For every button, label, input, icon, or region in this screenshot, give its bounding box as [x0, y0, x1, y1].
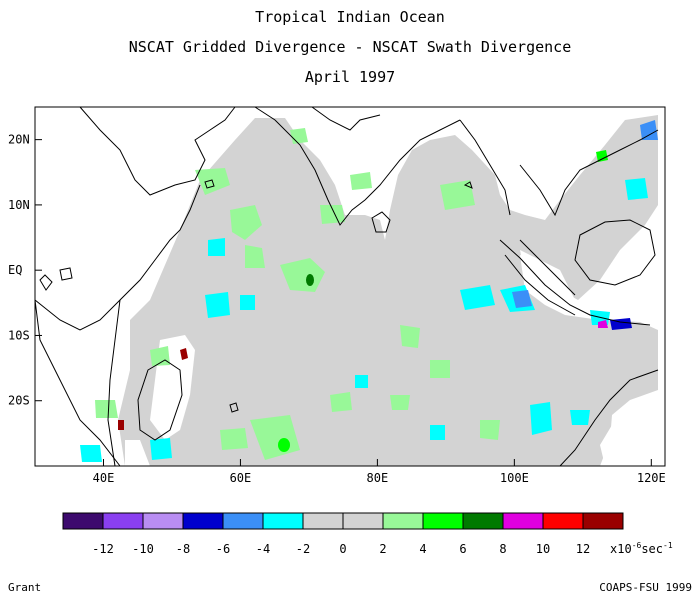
map-axes: 20N 10N EQ 10S 20S 40E 60E 80E 100E 120E [8, 133, 666, 485]
map-title: Tropical Indian Ocean [255, 8, 445, 26]
colorbar-swatch [102, 512, 144, 530]
colorbar-tick-label: -6 [216, 542, 230, 556]
colorbar-tick-label: -2 [296, 542, 310, 556]
lat-label: 10N [8, 198, 30, 212]
colorbar-swatch [142, 512, 184, 530]
map-subtitle: NSCAT Gridded Divergence - NSCAT Swath D… [128, 38, 572, 56]
lon-label: 120E [637, 471, 666, 485]
anomaly-patches [80, 120, 658, 462]
colorbar-swatch [222, 512, 264, 530]
colorbar-tick-label: 6 [459, 542, 466, 556]
colorbar-tick-label: -12 [92, 542, 114, 556]
map-frame [34, 106, 666, 467]
colorbar-tick-label: 8 [499, 542, 506, 556]
colorbar-swatch [342, 512, 384, 530]
colorbar-tick-label: 2 [379, 542, 386, 556]
colorbar-units: x10-6sec-1 [610, 541, 673, 556]
colorbar-swatch [502, 512, 544, 530]
colorbar-tick-label: 12 [576, 542, 590, 556]
colorbar-tick-label: -4 [256, 542, 270, 556]
ocean-field [118, 115, 658, 466]
colorbar-swatch [542, 512, 584, 530]
colorbar-tick-label: -8 [176, 542, 190, 556]
colorbar-swatch [422, 512, 464, 530]
lat-label: 20N [8, 133, 30, 147]
lon-label: 40E [93, 471, 115, 485]
colorbar-swatch [262, 512, 304, 530]
lon-label: 80E [367, 471, 389, 485]
lon-label: 100E [500, 471, 529, 485]
colorbar-swatch [582, 512, 624, 530]
lon-label: 60E [230, 471, 252, 485]
colorbar: -12 -10 -8 -6 -4 -2 0 2 4 6 8 10 12 [62, 512, 624, 556]
colorbar-swatch [382, 512, 424, 530]
lat-label: 10S [8, 328, 30, 342]
author-credit: Grant [8, 581, 42, 594]
colorbar-tick-label: 0 [339, 542, 346, 556]
lat-label: EQ [8, 263, 22, 277]
colorbar-swatch [302, 512, 344, 530]
lat-label: 20S [8, 394, 30, 408]
plot-area [34, 106, 666, 467]
colorbar-swatch [462, 512, 504, 530]
colorbar-tick-label: 4 [419, 542, 426, 556]
map-date: April 1997 [304, 68, 396, 86]
colorbar-tick-label: -10 [132, 542, 154, 556]
coastlines [34, 106, 659, 467]
colorbar-tick-label: 10 [536, 542, 550, 556]
colorbar-swatch [182, 512, 224, 530]
colorbar-swatch [62, 512, 104, 530]
institution-credit: COAPS-FSU 1999 [599, 581, 692, 594]
